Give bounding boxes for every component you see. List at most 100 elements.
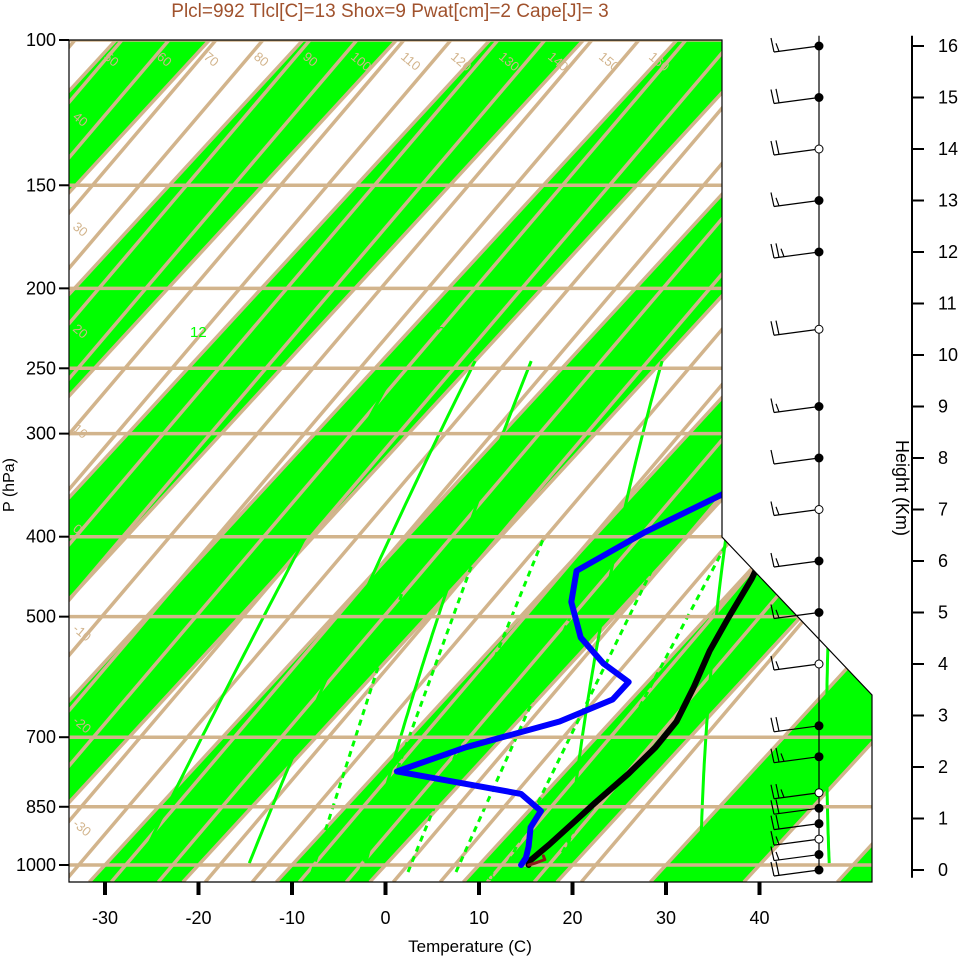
dry-adiabat [69,40,735,882]
isotherm-band [463,40,872,882]
wind-level-marker [814,247,824,257]
wind-barb [773,823,820,831]
moist-adiabat-label: 16 [262,324,279,341]
y-tick-label: 200 [26,278,56,298]
wind-level-marker [814,721,824,731]
wind-level-marker [814,505,824,514]
wind-barb [773,807,820,815]
wind-level-marker [814,752,824,762]
x-tick-label: -20 [185,908,211,928]
x-axis-title: Temperature (C) [408,937,532,956]
height-tick-label: 12 [938,242,958,262]
wind-level-marker [814,608,824,617]
isotherm-label-right: 20 [727,227,755,255]
wind-barb-flag [775,799,780,814]
wind-barb-flag [775,197,780,207]
x-axis: -30 -20 -10 0 10 20 30 40 [92,882,770,928]
height-tick-label: 1 [938,809,948,829]
wind-barb-flag [775,140,780,155]
wind-barb-flag [770,321,775,336]
wind-barb-flag [780,789,785,798]
y-tick-label: 850 [26,797,56,817]
wind-barb-flag [775,506,780,516]
mixing-ratio-line [310,536,422,873]
dry-adiabat [344,40,872,882]
wind-barb-flag [770,748,775,763]
x-tick-label: 40 [749,908,769,928]
moist-adiabat-label: 32 [648,324,665,341]
wind-barb [773,328,820,336]
skewed-isotherm [649,40,872,882]
wind-profile [770,35,824,877]
height-tick-label: 5 [938,603,948,623]
x-tick-label: 30 [656,908,676,928]
wind-level-marker [814,196,824,205]
isotherm-label-left: 30 [70,219,91,240]
height-tick-label: 9 [938,397,948,417]
skewed-isotherm [69,40,398,882]
wind-barb [773,725,820,733]
wind-barb [773,838,820,846]
wind-level-marker [814,659,824,669]
wind-barb-flag [770,449,775,465]
skewed-isotherm [69,40,679,882]
dry-adiabat [69,40,782,882]
wind-barb-flag [775,88,780,103]
plot-frame [68,39,873,883]
dry-adiabat [69,40,641,882]
wind-barb-flag [770,398,775,413]
wind-barb-flag [770,552,775,568]
wind-level-marker [814,556,824,566]
isotherm-label-left: -30 [70,816,94,840]
wind-barb [773,869,820,877]
wind-barb-flag [775,783,780,799]
x-tick-label: 10 [469,908,489,928]
moist-adiabat-label: 12 [190,324,207,341]
dry-adiabat [69,40,688,882]
wind-barb-flag [770,800,775,815]
wind-level-marker [814,453,824,463]
dry-adiabat [69,40,312,882]
wind-level-marker [814,324,824,334]
dry-adiabat [69,40,218,882]
wind-barb-flag [770,815,775,830]
dry-adiabat [109,40,829,882]
wind-barb-flag [775,851,780,861]
moist-adiabat [137,360,402,864]
height-tick-label: 13 [938,191,958,211]
y-tick-label: 150 [26,175,56,195]
wind-level-marker [814,865,824,875]
skewed-isotherm [555,40,872,882]
height-axis-title: Height (Km) [892,440,912,536]
wind-level-marker [814,41,824,51]
isotherm-label-right: 10 [727,335,755,363]
wind-barb [773,457,820,465]
wind-barb [773,508,820,517]
wind-barb-flag [770,861,775,877]
skewed-isotherm [69,40,585,882]
skewed-isotherm [69,40,305,882]
y-tick-label: 250 [26,358,56,378]
wind-barb-flag [775,661,780,670]
moist-adiabat-label: 24 [437,324,454,341]
dry-adiabat-label: 150 [596,49,622,74]
wind-barb [773,611,820,620]
skewed-isotherm [69,40,211,882]
wind-barb-flag [775,558,780,567]
skewed-isotherm [275,40,872,882]
height-tick-label: 4 [938,654,948,674]
wind-barb-flag [780,248,785,257]
dry-adiabat [69,40,453,882]
y-tick-label: 300 [26,424,56,444]
moist-adiabat [951,434,961,865]
wind-barb-flag [775,243,780,258]
wind-barb-flag [770,192,775,207]
x-tick-label: -10 [279,908,305,928]
dry-adiabat-label: 110 [398,49,424,74]
wind-barb [773,663,820,671]
wind-barb [773,45,820,53]
wind-barb [773,148,820,156]
wind-barb-flag [770,89,775,104]
wind-barb-flag [770,37,775,53]
